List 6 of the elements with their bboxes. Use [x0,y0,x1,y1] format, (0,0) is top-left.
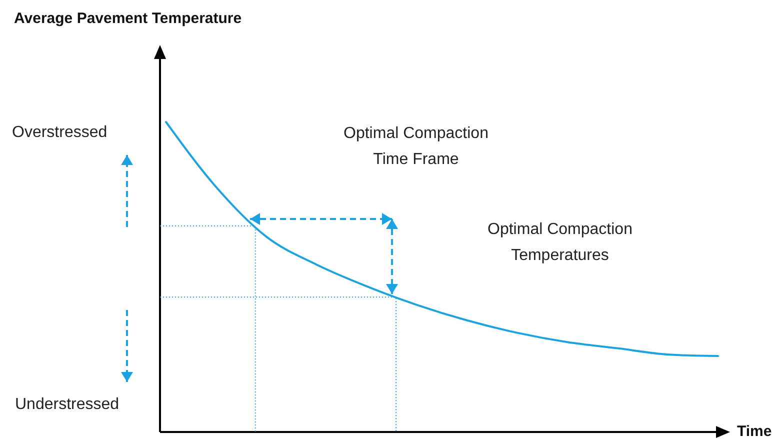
text: Overstressed [12,124,108,141]
chart-title: Average Pavement Temperature [14,10,242,27]
text: Understressed [15,396,120,413]
annotation: Optimal Compaction Temperatures [488,221,632,264]
x-axis-title: Time [737,423,772,439]
annotation: Optimal Compaction Time Frame [344,125,488,168]
